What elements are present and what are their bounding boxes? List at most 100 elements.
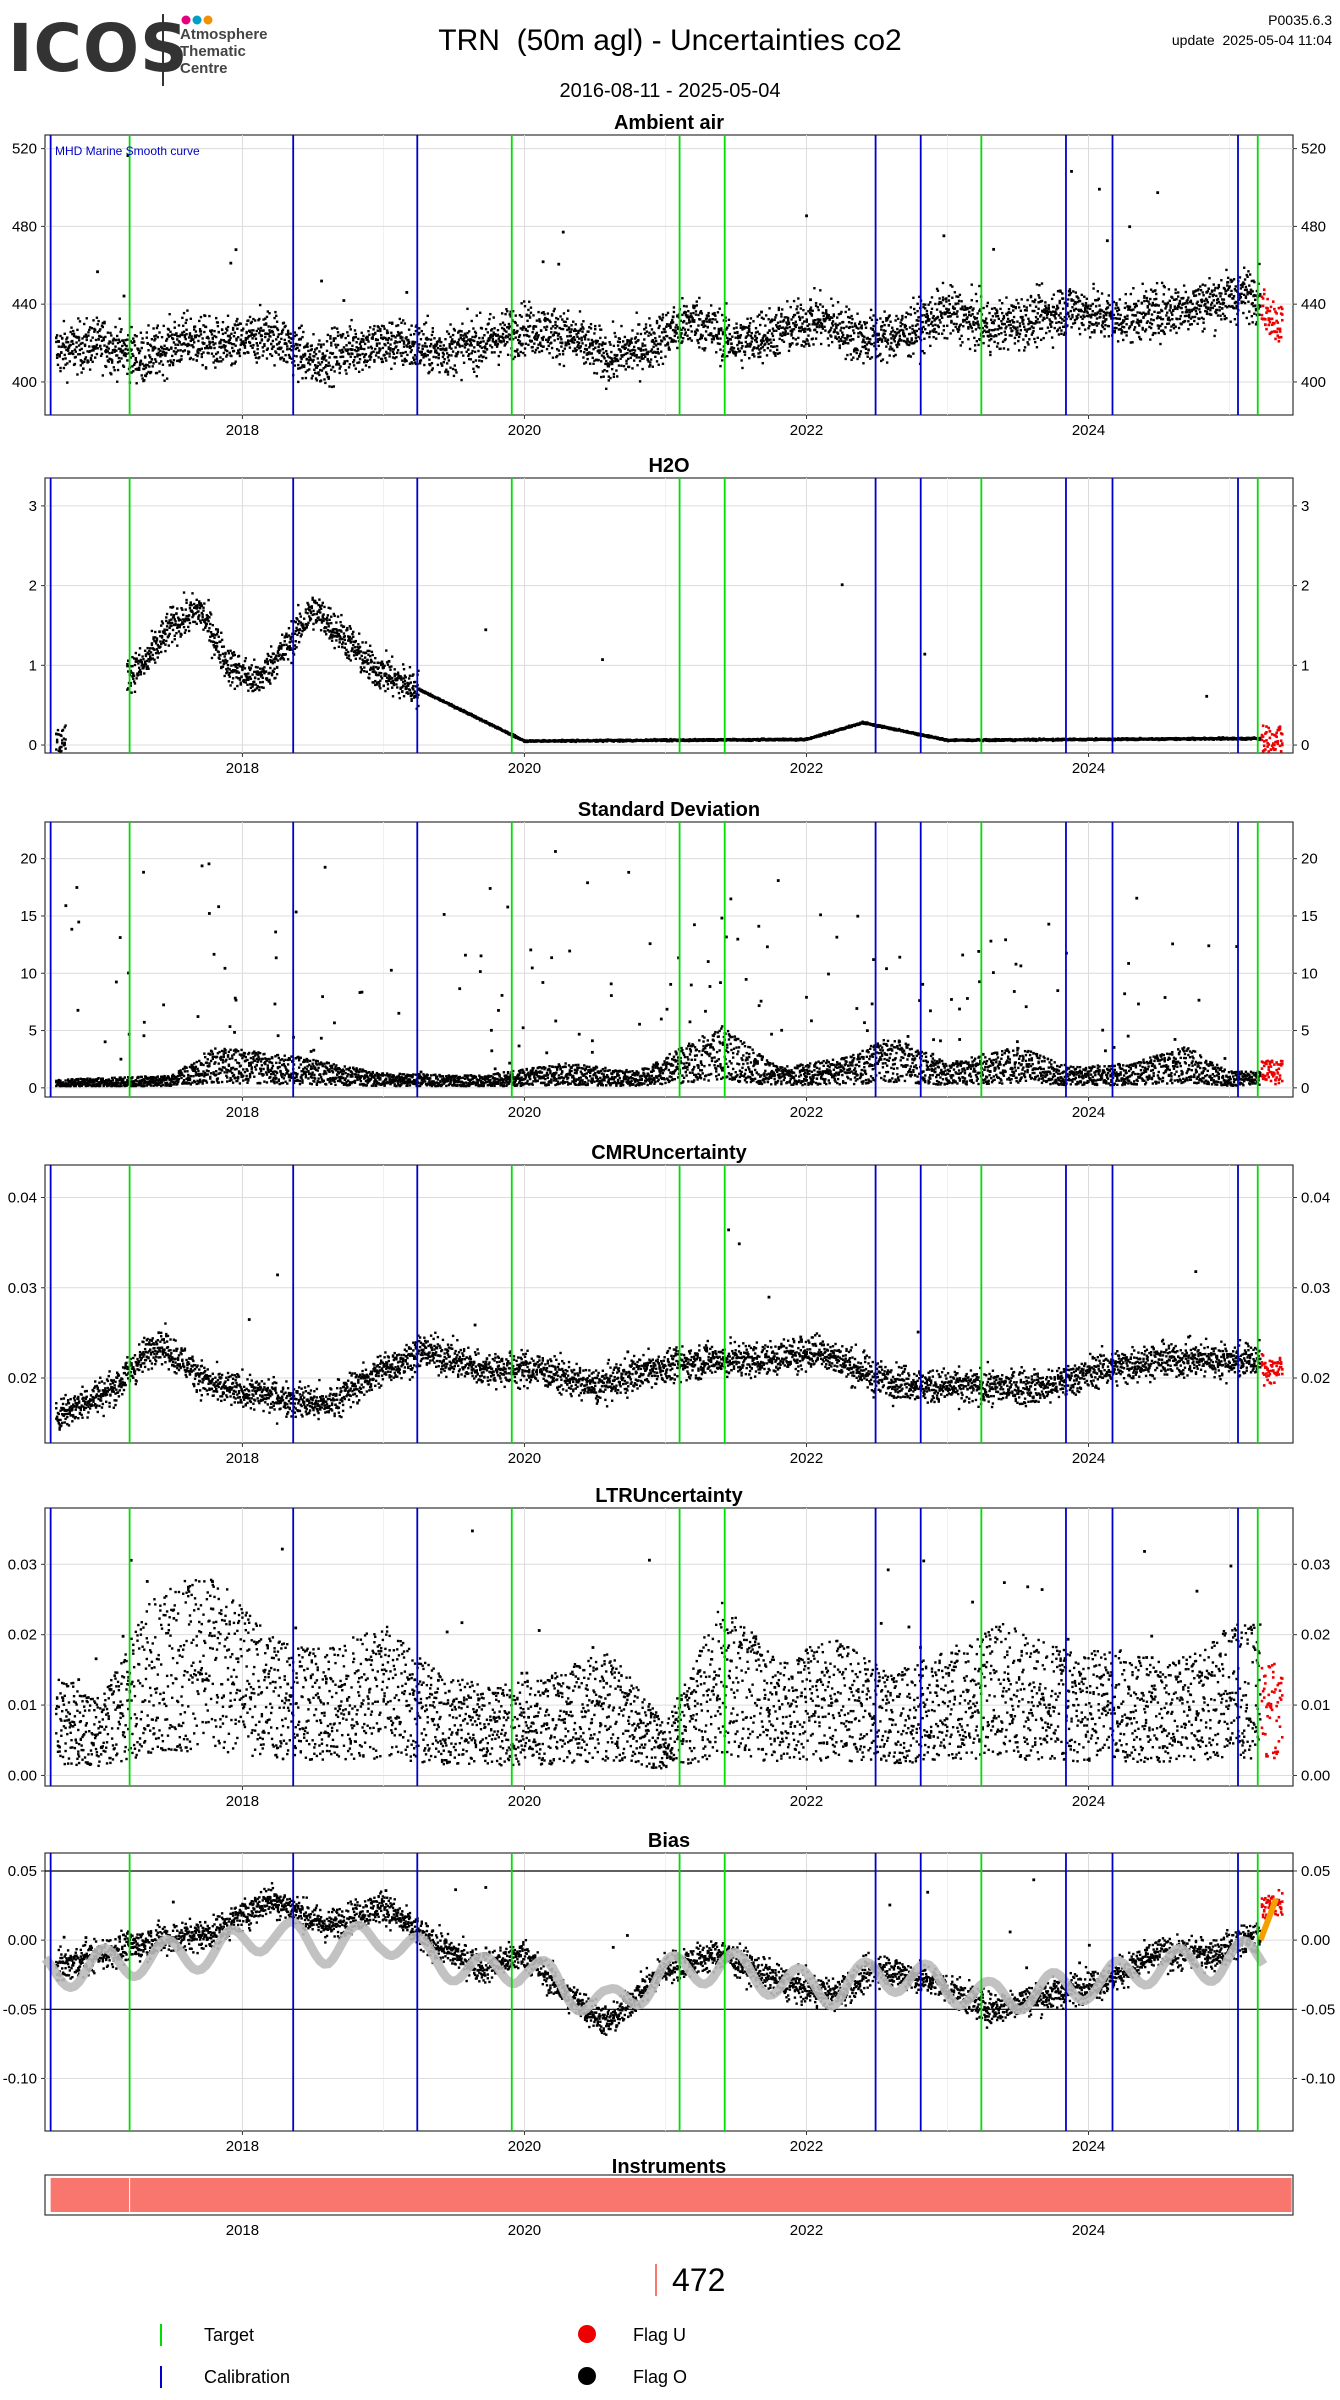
flag-o-point <box>907 354 911 357</box>
flag-o-point <box>176 335 180 338</box>
flag-o-point <box>790 332 793 335</box>
flag-o-point <box>452 374 456 378</box>
flag-o-point <box>147 667 150 670</box>
flag-o-point <box>434 350 437 354</box>
flag-o-point <box>434 344 438 348</box>
flag-o-point <box>739 334 742 337</box>
flag-o-point <box>577 329 580 333</box>
flag-o-point <box>686 316 689 319</box>
flag-o-point <box>216 628 220 631</box>
flag-o-point <box>736 330 739 334</box>
flag-o-point <box>651 351 654 354</box>
flag-o-point <box>773 345 776 348</box>
flag-o-point <box>523 304 527 308</box>
flag-o-point <box>821 305 825 308</box>
flag-o-point <box>592 347 595 351</box>
flag-o-point <box>1114 322 1117 325</box>
flag-o-point <box>236 684 239 688</box>
flag-o-point <box>896 331 899 334</box>
flag-o-point <box>384 356 387 360</box>
flag-o-point <box>420 353 423 357</box>
flag-o-point <box>58 353 61 356</box>
flag-o-point <box>612 375 616 379</box>
flag-o-point <box>324 354 327 357</box>
flag-o-point <box>234 669 237 672</box>
flag-o-point <box>441 351 445 354</box>
flag-o-point <box>847 320 851 324</box>
flag-o-point <box>533 335 537 338</box>
flag-o-outlier <box>1070 170 1073 173</box>
flag-o-point <box>1232 278 1236 281</box>
flag-o-point <box>738 336 742 339</box>
flag-o-point <box>209 341 212 344</box>
flag-o-point <box>148 655 152 658</box>
flag-o-point <box>704 338 708 342</box>
flag-o-point <box>556 337 560 341</box>
flag-o-point <box>357 347 360 350</box>
flag-o-point <box>302 364 306 367</box>
flag-o-point <box>527 308 530 312</box>
flag-o-point <box>173 320 176 324</box>
flag-o-point <box>498 335 501 338</box>
flag-o-point <box>362 334 365 338</box>
flag-o-point <box>601 370 605 373</box>
flag-o-point <box>1094 321 1098 324</box>
flag-o-point <box>803 345 806 348</box>
flag-o-point <box>659 343 662 346</box>
flag-o-point <box>299 360 303 364</box>
flag-o-point <box>1171 317 1174 321</box>
flag-o-point <box>293 364 297 367</box>
flag-o-point <box>1124 292 1127 296</box>
flag-o-point <box>509 310 512 313</box>
flag-o-point <box>511 357 515 361</box>
flag-o-point <box>353 355 357 359</box>
flag-o-point <box>814 301 818 305</box>
flag-o-point <box>881 358 885 361</box>
flag-o-point <box>897 343 901 346</box>
flag-o-point <box>82 367 85 370</box>
flag-o-point <box>1007 323 1011 327</box>
flag-o-point <box>140 374 143 377</box>
flag-o-point <box>925 312 929 316</box>
flag-o-point <box>170 361 173 364</box>
flag-o-point <box>721 331 725 334</box>
flag-o-point <box>744 336 748 339</box>
flag-o-point <box>1105 311 1109 314</box>
flag-o-points <box>55 583 1262 753</box>
flag-o-point <box>1033 309 1036 313</box>
flag-o-point <box>508 325 511 328</box>
flag-o-point <box>1201 291 1204 294</box>
flag-o-point <box>1013 336 1017 340</box>
flag-o-point <box>1028 327 1032 330</box>
flag-o-point <box>1002 314 1006 318</box>
flag-o-point <box>1087 315 1090 318</box>
flag-o-point <box>55 740 59 744</box>
flag-o-point <box>542 335 545 339</box>
flag-o-point <box>148 649 151 653</box>
y-tick-label-left: 1 <box>29 657 37 674</box>
flag-o-point <box>236 336 240 339</box>
flag-o-point <box>410 324 413 327</box>
flag-o-point <box>185 318 188 322</box>
logo-divider <box>162 14 164 86</box>
flag-o-point <box>686 314 689 317</box>
flag-o-point <box>235 320 238 323</box>
flag-o-point <box>126 688 129 691</box>
flag-o-point <box>1024 334 1028 338</box>
flag-o-point <box>1109 312 1112 315</box>
flag-o-point <box>541 338 544 342</box>
flag-o-point <box>363 359 367 362</box>
flag-o-point <box>522 326 526 329</box>
flag-o-point <box>672 310 676 314</box>
flag-o-point <box>640 355 643 358</box>
flag-o-point <box>460 378 463 382</box>
flag-o-point <box>139 331 143 334</box>
flag-o-point <box>451 333 455 337</box>
flag-o-point <box>132 354 135 358</box>
flag-o-point <box>118 360 121 363</box>
flag-o-point <box>734 354 737 357</box>
flag-o-point <box>327 377 330 380</box>
flag-o-point <box>665 313 668 317</box>
flag-o-point <box>598 351 601 355</box>
flag-o-point <box>1240 300 1243 303</box>
